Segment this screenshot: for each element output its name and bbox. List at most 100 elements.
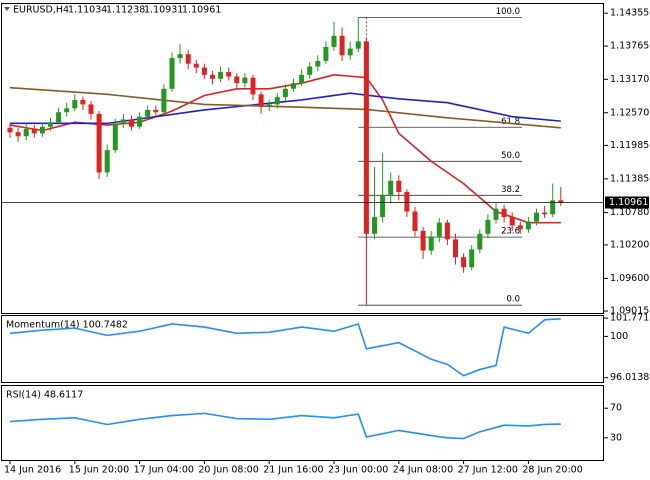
header-ohlc: 1.10961: [182, 5, 221, 16]
fib-label: 23.6: [501, 227, 520, 237]
fib-label: 0.0: [506, 295, 520, 305]
candle-body: [137, 116, 143, 127]
candle-body: [258, 94, 264, 107]
indicator-line: [9, 317, 561, 377]
y-tick-label: 101.7715: [610, 313, 650, 324]
candle-body: [274, 97, 280, 105]
x-tick-label: 14 Jun 2016: [4, 465, 61, 476]
y-tick-label: 1.13765: [610, 41, 649, 52]
candle-body: [64, 108, 70, 113]
y-tick-label: 1.12570: [610, 107, 649, 118]
candle-body: [485, 219, 491, 234]
candle-body: [315, 60, 321, 67]
fib-label: 50.0: [501, 151, 520, 161]
y-tick-label: 70: [610, 403, 622, 414]
candle-body: [509, 217, 515, 226]
symbol: EURUSD,H4: [13, 5, 69, 16]
candle-body: [250, 77, 256, 95]
candle-body: [112, 123, 118, 151]
x-tick-label: 15 Jun 20:00: [69, 465, 129, 476]
candle-body: [380, 194, 386, 218]
candle-body: [161, 88, 167, 113]
candle-body: [307, 66, 313, 75]
y-tick-label: 1.11985: [610, 140, 649, 151]
candle-body: [48, 122, 53, 127]
candle-body: [469, 249, 475, 268]
x-tick-label: 23 Jun 00:00: [328, 465, 388, 476]
candle-body: [331, 35, 337, 47]
moving-average: [9, 86, 561, 129]
y-tick-label: 1.11385: [610, 173, 649, 184]
candle-body: [15, 132, 21, 137]
candle-body: [210, 74, 215, 79]
candle-body: [266, 104, 272, 107]
symbol-icon: [4, 7, 10, 11]
candle-body: [477, 233, 483, 250]
candle-body: [517, 225, 523, 230]
candle-body: [88, 104, 94, 114]
x-tick-label: 17 Jun 04:00: [134, 465, 194, 476]
candle-body: [218, 72, 224, 79]
candle-body: [291, 83, 296, 89]
candle-body: [145, 109, 151, 117]
indicator-line: [9, 412, 561, 440]
candle-body: [104, 150, 110, 173]
momentum-panel-frame: [1, 315, 604, 383]
candle-body: [534, 212, 539, 222]
x-tick-label: 24 Jun 08:00: [393, 465, 453, 476]
candle-body: [23, 128, 29, 137]
candle-body: [129, 119, 134, 127]
fib-label: 38.2: [501, 185, 520, 195]
candle-body: [31, 128, 37, 134]
y-tick-label: 30: [610, 432, 622, 443]
candle-body: [355, 41, 361, 49]
candle-body: [193, 63, 199, 68]
y-tick-label: 1.09600: [610, 273, 649, 284]
y-tick-label: 1.10200: [610, 239, 649, 250]
candle-body: [226, 72, 232, 77]
candle-body: [404, 191, 410, 212]
panel-title: RSI(14) 48.6117: [6, 390, 83, 401]
candle-body: [7, 127, 13, 133]
x-tick-label: 27 Jun 12:00: [458, 465, 518, 476]
candle-body: [525, 221, 531, 230]
x-tick-label: 21 Jun 16:00: [263, 465, 323, 476]
candle-body: [388, 180, 394, 195]
panel-title: Momentum(14) 100.7482: [6, 320, 128, 331]
candle-body: [493, 208, 499, 220]
candle-body: [428, 236, 434, 251]
header-ohlc: 1.11238: [106, 5, 145, 16]
candle-body: [323, 46, 329, 61]
main-panel-frame: [1, 3, 604, 314]
x-tick-label: 20 Jun 08:00: [198, 465, 258, 476]
candle-body: [412, 211, 418, 232]
candle-body: [185, 54, 191, 64]
rsi-panel-frame: [1, 385, 604, 461]
candle-body: [396, 180, 402, 192]
candle-body: [501, 208, 507, 218]
candle-body: [96, 113, 102, 173]
last-price-box: [605, 196, 649, 209]
candle-body: [169, 58, 175, 89]
x-tick-label: 28 Jun 20:00: [522, 465, 582, 476]
candle-body: [234, 76, 240, 84]
candle-body: [363, 41, 369, 234]
fib-label: 100.0: [496, 7, 520, 17]
y-tick-label: 1.14355: [610, 8, 649, 19]
y-tick-label: 100: [610, 331, 628, 342]
candle-body: [120, 119, 126, 124]
fib-label: 61.8: [501, 117, 520, 127]
y-tick-label: 1.09015: [610, 306, 649, 317]
candle-body: [39, 126, 45, 134]
y-tick-label: 1.13170: [610, 74, 649, 85]
candle-body: [347, 48, 353, 56]
candle-body: [461, 257, 467, 268]
candle-body: [80, 99, 86, 105]
last-price-label: 1.10961: [609, 197, 648, 208]
header-ohlc: 1.11034: [68, 5, 107, 16]
candle-body: [558, 200, 564, 203]
candle-body: [444, 222, 450, 240]
candle-body: [299, 74, 305, 84]
